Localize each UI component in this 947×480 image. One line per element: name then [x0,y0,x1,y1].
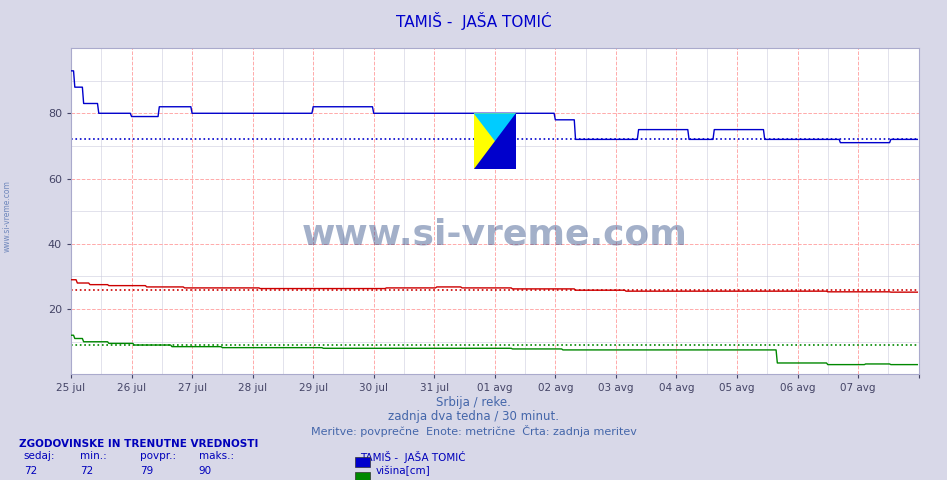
Text: ZGODOVINSKE IN TRENUTNE VREDNOSTI: ZGODOVINSKE IN TRENUTNE VREDNOSTI [19,439,259,449]
Text: Meritve: povprečne  Enote: metrične  Črta: zadnja meritev: Meritve: povprečne Enote: metrične Črta:… [311,425,636,437]
Text: 72: 72 [80,466,94,476]
Polygon shape [474,113,516,169]
Text: TAMIŠ -  JAŠA TOMIĆ: TAMIŠ - JAŠA TOMIĆ [396,12,551,30]
Text: sedaj:: sedaj: [24,451,55,461]
Text: maks.:: maks.: [199,451,234,461]
Text: min.:: min.: [80,451,107,461]
Text: zadnja dva tedna / 30 minut.: zadnja dva tedna / 30 minut. [388,410,559,423]
Text: 90: 90 [199,466,212,476]
Text: Srbija / reke.: Srbija / reke. [436,396,511,409]
Text: TAMIŠ -  JAŠA TOMIĆ: TAMIŠ - JAŠA TOMIĆ [360,451,466,463]
Text: 72: 72 [24,466,37,476]
Text: višina[cm]: višina[cm] [376,466,431,476]
Text: povpr.:: povpr.: [140,451,176,461]
Polygon shape [474,113,516,169]
Text: www.si-vreme.com: www.si-vreme.com [3,180,12,252]
Text: www.si-vreme.com: www.si-vreme.com [302,217,688,251]
Text: 79: 79 [140,466,153,476]
FancyBboxPatch shape [474,113,516,169]
